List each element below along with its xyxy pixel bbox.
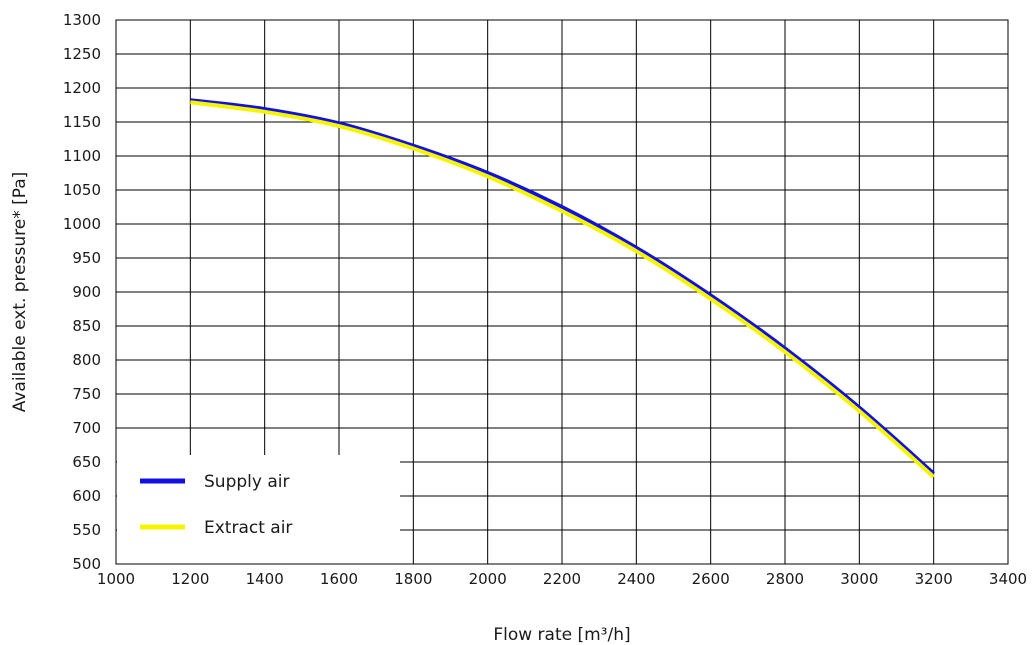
y-tick-label: 1300 [63,11,101,29]
y-tick-label: 1000 [63,215,101,233]
x-tick-label: 2600 [692,570,730,588]
y-axis-label: Available ext. pressure* [Pa] [10,172,30,413]
y-tick-label: 550 [72,521,101,539]
legend-label-supply-air: Supply air [204,472,289,492]
x-tick-label: 1400 [246,570,284,588]
series-line-extract-air [190,100,935,479]
y-tick-label: 700 [72,419,101,437]
y-tick-label: 850 [72,317,101,335]
plot-frame [115,19,1009,565]
x-tick-label: 2800 [766,570,804,588]
tick-labels: 1000 1200 1400 1600 1800 2000 2200 2400 2600 2800… [63,11,1027,588]
x-tick-label: 2400 [617,570,655,588]
y-tick-label: 500 [72,555,101,573]
x-tick-label: 1600 [320,570,358,588]
x-tick-label: 1800 [394,570,432,588]
legend: Supply air Extract air [117,455,400,565]
y-tick-label: 1200 [63,79,101,97]
y-tick-label: 1100 [63,147,101,165]
x-tick-label: 3200 [915,570,953,588]
y-tick-label: 600 [72,487,101,505]
y-tick-label: 650 [72,453,101,471]
y-tick-label: 950 [72,249,101,267]
x-tick-label: 2200 [543,570,581,588]
y-tick-label: 1250 [63,45,101,63]
x-tick-label: 3000 [840,570,878,588]
legend-background [117,455,400,565]
legend-label-extract-air: Extract air [204,518,292,538]
y-tick-label: 1050 [63,181,101,199]
y-tick-label: 900 [72,283,101,301]
x-tick-label: 3400 [989,570,1027,588]
x-tick-label: 1000 [97,570,135,588]
y-tick-label: 800 [72,351,101,369]
x-tick-label: 2000 [469,570,507,588]
x-tick-label: 1200 [171,570,209,588]
series-line-supply-air [190,98,935,476]
series-lines [190,98,935,479]
y-tick-label: 750 [72,385,101,403]
x-axis-label: Flow rate [m³/h] [493,625,630,645]
y-tick-label: 1150 [63,113,101,131]
